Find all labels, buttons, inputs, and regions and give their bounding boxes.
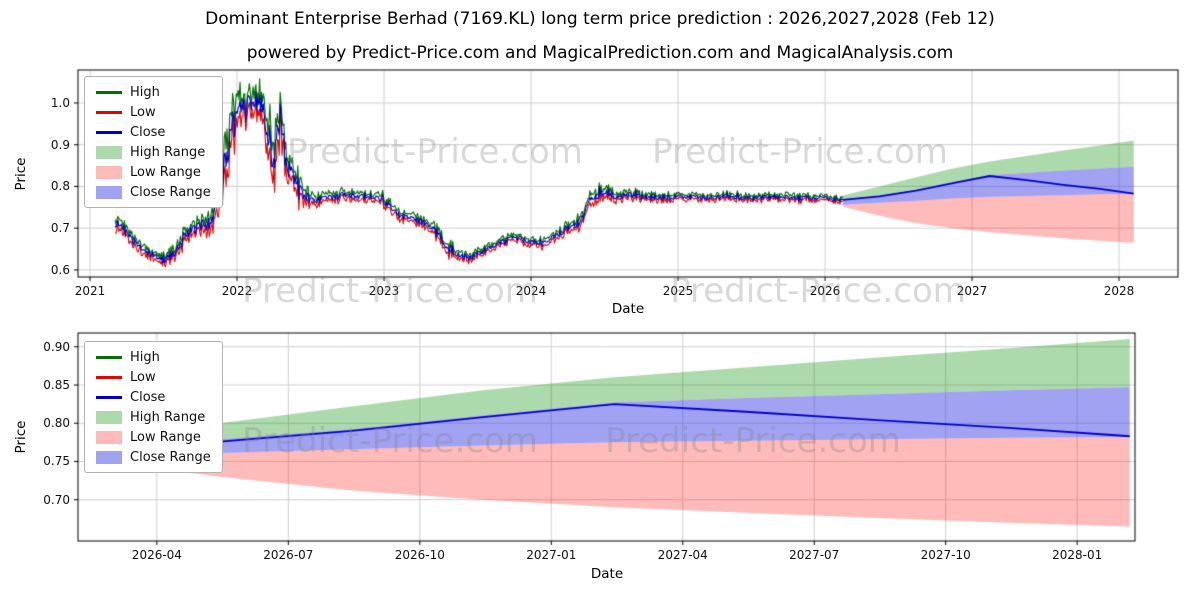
legend-label: Low Range (130, 429, 201, 445)
legend-item: High Range (96, 144, 211, 160)
legend-label: Close (130, 124, 166, 140)
x-tick-label: 2023 (368, 284, 400, 298)
legend-label: Close Range (130, 449, 211, 465)
legend-item: Low Range (96, 164, 211, 180)
legend-top-chart: High Low Close High Range Low Range Close Ran… (84, 76, 223, 208)
x-tick-label: 2027-10 (920, 548, 971, 562)
y-tick-label: 0.8 (50, 179, 70, 194)
x-tick-label: 2027-01 (526, 548, 577, 562)
x-tick-label: 2021 (74, 284, 106, 298)
legend-label: Close Range (130, 184, 211, 200)
y-tick-label: 0.75 (43, 454, 70, 469)
y-tick-label: 0.85 (43, 378, 70, 392)
legend-swatch-high (96, 90, 122, 94)
x-tick-label: 2022 (221, 284, 253, 298)
legend-label: High Range (130, 144, 206, 160)
legend-item: Close Range (96, 449, 211, 465)
legend-item: Close (96, 389, 211, 405)
legend-swatch-close-range (96, 450, 122, 464)
chart-subtitle: powered by Predict-Price.com and Magical… (246, 43, 954, 63)
legend-item: Low (96, 104, 211, 120)
legend-item: High Range (96, 409, 211, 425)
x-tick-label: 2027 (956, 284, 988, 298)
legend-label: High Range (130, 409, 206, 425)
legend-label: Close (130, 389, 166, 405)
legend-label: High (130, 84, 160, 100)
x-tick-label: 2028 (1103, 284, 1135, 298)
legend-swatch-low (96, 375, 122, 379)
x-tick-label: 2024 (515, 284, 547, 298)
legend-swatch-low (96, 110, 122, 114)
x-tick-label: 2027-04 (657, 548, 708, 562)
legend-label: High (130, 349, 160, 365)
x-axis-label-bottom: Date (590, 566, 624, 582)
legend-swatch-close-range (96, 185, 122, 199)
x-tick-label: 2027-07 (789, 548, 840, 562)
legend-label: Low (130, 369, 156, 385)
legend-swatch-high (96, 355, 122, 359)
legend-swatch-high-range (96, 145, 122, 159)
y-tick-label: 0.9 (50, 137, 70, 152)
y-tick-label: 0.6 (50, 262, 70, 277)
x-tick-label: 2026-10 (394, 548, 445, 562)
x-tick-label: 2026 (809, 284, 841, 298)
x-tick-label: 2028-01 (1052, 548, 1103, 562)
legend-swatch-high-range (96, 410, 122, 424)
legend-swatch-close (96, 395, 122, 399)
x-tick-label: 2026-07 (263, 548, 314, 562)
y-tick-label: 0.90 (43, 339, 70, 354)
chart-title: Dominant Enterprise Berhad (7169.KL) lon… (205, 9, 995, 29)
legend-bottom-chart: High Low Close High Range Low Range Close Ran… (84, 341, 223, 473)
legend-item: Low (96, 369, 211, 385)
legend-item: Close Range (96, 184, 211, 200)
y-tick-label: 1.0 (50, 95, 70, 110)
legend-label: Low (130, 104, 156, 120)
y-tick-label: 0.80 (43, 416, 70, 431)
legend-swatch-low-range (96, 430, 122, 444)
y-tick-label: 0.7 (50, 221, 70, 236)
legend-item: Low Range (96, 429, 211, 445)
x-tick-label: 2026-04 (131, 548, 182, 562)
legend-swatch-close (96, 130, 122, 134)
legend-item: High (96, 84, 211, 100)
legend-item: High (96, 349, 211, 365)
legend-label: Low Range (130, 164, 201, 180)
x-tick-label: 2025 (662, 284, 694, 298)
y-tick-label: 0.70 (43, 492, 70, 507)
legend-item: Close (96, 124, 211, 140)
x-axis-label-top: Date (611, 301, 645, 317)
legend-swatch-low-range (96, 165, 122, 179)
